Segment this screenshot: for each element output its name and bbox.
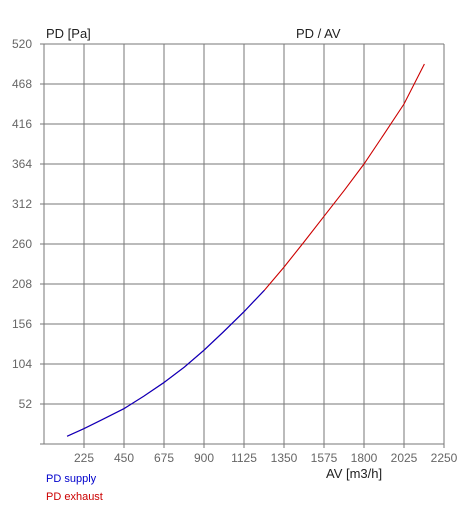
y-tick-label: 520: [12, 37, 32, 51]
axes: [40, 43, 445, 448]
x-tick-label: 1800: [351, 451, 378, 465]
y-tick-label: 208: [12, 277, 32, 291]
y-tick-label: 260: [12, 237, 32, 251]
y-tick-label: 468: [12, 77, 32, 91]
legend-item-supply: PD supply: [46, 473, 97, 485]
y-tick-label: 312: [12, 197, 32, 211]
chart-title: PD / AV: [296, 26, 341, 41]
y-tick-labels: 52 104 156 208 260 312 364 416 468 520: [12, 37, 32, 411]
x-tick-labels: 225 450 675 900 1125 1350 1575 1800 2025 2250: [74, 451, 458, 465]
series-lines: [66, 63, 425, 437]
y-tick-label: 364: [12, 157, 32, 171]
x-tick-label: 1125: [231, 451, 257, 465]
y-tick-label: 156: [12, 317, 32, 331]
x-tick-label: 225: [74, 451, 94, 465]
x-tick-label: 1575: [311, 451, 338, 465]
x-tick-label: 675: [154, 451, 174, 465]
y-tick-label: 52: [19, 397, 33, 411]
grid-lines: [44, 43, 445, 444]
y-tick-label: 416: [12, 117, 32, 131]
x-tick-label: 900: [194, 451, 214, 465]
x-tick-label: 1350: [271, 451, 298, 465]
x-tick-label: 2025: [391, 451, 418, 465]
x-axis-label: AV [m3/h]: [326, 466, 382, 481]
y-axis-label: PD [Pa]: [46, 26, 91, 41]
series-line-pd-supply: [66, 289, 265, 437]
x-tick-label: 2250: [431, 451, 458, 465]
x-tick-label: 450: [114, 451, 134, 465]
series-line-pd-exhaust: [66, 63, 425, 437]
legend-item-exhaust: PD exhaust: [46, 491, 103, 503]
y-tick-label: 104: [12, 357, 32, 371]
